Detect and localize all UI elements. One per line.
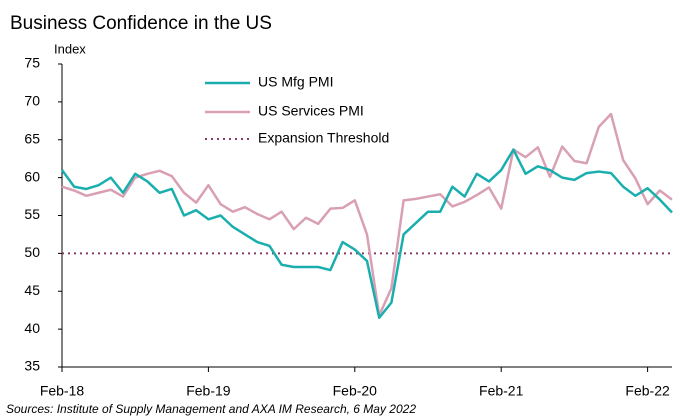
y-tick-label: 40 <box>24 320 40 336</box>
series-line <box>61 112 673 317</box>
y-tick-label: 45 <box>24 282 40 298</box>
x-tick-label: Feb-22 <box>625 383 670 399</box>
y-tick-label: 35 <box>24 358 40 374</box>
y-tick-label: 50 <box>24 244 40 260</box>
series-line <box>60 148 673 320</box>
x-tick-label: Feb-21 <box>479 383 524 399</box>
chart-title: Business Confidence in the US <box>10 13 272 34</box>
y-tick-label: 65 <box>24 130 40 146</box>
y-tick-label: 60 <box>24 168 40 184</box>
x-tick-label: Feb-18 <box>40 383 85 399</box>
source-note: Sources: Institute of Supply Management … <box>6 402 416 416</box>
legend-label: US Mfg PMI <box>258 74 333 90</box>
y-axis-label: Index <box>54 41 86 56</box>
legend-label: Expansion Threshold <box>258 130 389 146</box>
y-tick-label: 70 <box>24 93 40 109</box>
x-tick-label: Feb-19 <box>186 383 231 399</box>
y-tick-label: 55 <box>24 206 40 222</box>
y-tick-label: 75 <box>24 55 40 71</box>
legend-label: US Services PMI <box>258 103 364 119</box>
x-tick-label: Feb-20 <box>333 383 378 399</box>
